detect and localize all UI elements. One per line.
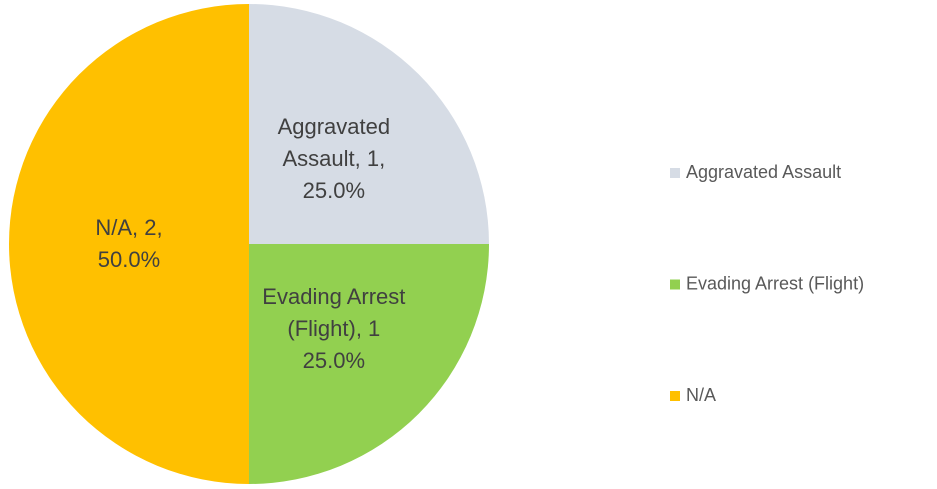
legend-swatch: [670, 168, 680, 178]
data-label: N/A, 2, 50.0%: [95, 215, 163, 272]
legend-swatch: [670, 279, 680, 290]
legend-swatch: [670, 391, 680, 401]
pie-slice: [249, 4, 489, 244]
legend-label: Evading Arrest (Flight): [686, 273, 864, 293]
legend-label: N/A: [686, 385, 716, 405]
data-label: Aggravated Assault, 1, 25.0%: [277, 114, 391, 204]
pie-slice: [249, 244, 489, 484]
pie-slice: [9, 4, 249, 484]
legend-label: Aggravated Assault: [686, 162, 841, 182]
data-label: Evading Arrest (Flight), 1 25.0%: [262, 283, 406, 373]
